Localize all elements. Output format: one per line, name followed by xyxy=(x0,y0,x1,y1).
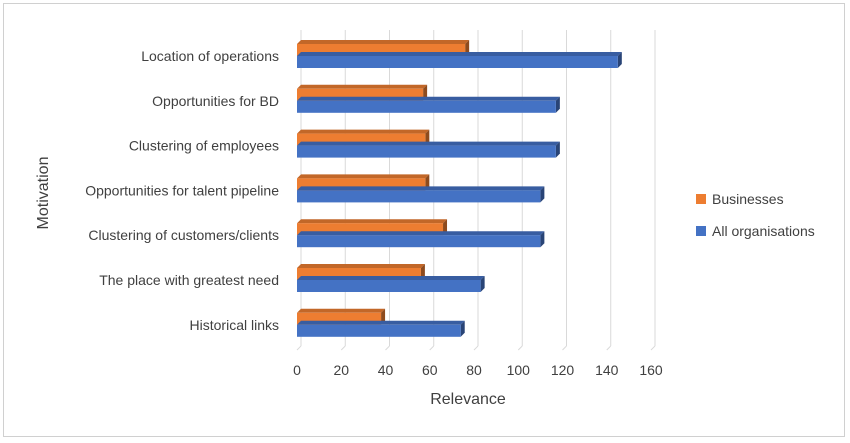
bar-side xyxy=(540,186,545,203)
category-label: Opportunities for talent pipeline xyxy=(85,182,279,198)
tick-label: 20 xyxy=(333,362,349,378)
bar-top xyxy=(297,174,430,179)
bar-front xyxy=(297,235,541,248)
bars xyxy=(297,40,622,337)
category-label: Location of operations xyxy=(141,48,279,64)
bar-top xyxy=(297,276,485,280)
category-label: Clustering of customers/clients xyxy=(88,227,279,243)
legend: Businesses All organisations xyxy=(696,191,815,239)
legend-item: Businesses xyxy=(696,191,784,207)
bar-front xyxy=(297,280,481,292)
bar-top xyxy=(297,219,448,224)
bar-side xyxy=(555,141,560,158)
category-label: Historical links xyxy=(190,317,279,333)
bar-top xyxy=(297,264,425,268)
y-axis-title: Motivation xyxy=(35,157,52,230)
gridline-depth xyxy=(385,345,390,351)
bar-top xyxy=(297,84,428,89)
bar-top xyxy=(297,40,470,44)
tick-label: 160 xyxy=(639,362,663,378)
bar-all-organisations xyxy=(297,96,560,113)
tick-label: 120 xyxy=(551,362,575,378)
bar-top xyxy=(297,308,386,313)
bar-all-organisations xyxy=(297,52,622,68)
bar-side xyxy=(617,52,622,68)
x-axis-title: Relevance xyxy=(430,391,506,408)
tick-label: 100 xyxy=(507,362,531,378)
bar-front xyxy=(297,100,556,113)
category-labels: Location of operations Opportunities for … xyxy=(85,48,279,333)
gridline-depth xyxy=(650,345,656,351)
tick-label: 80 xyxy=(466,362,482,378)
gridline-depth xyxy=(517,345,523,351)
legend-swatch xyxy=(696,194,706,204)
bar-top xyxy=(297,186,545,191)
bar-top xyxy=(297,320,465,325)
bar-side xyxy=(460,320,465,337)
bar-side xyxy=(555,96,560,113)
gridline-depth xyxy=(340,345,346,351)
bar-front xyxy=(297,145,556,158)
bar-top xyxy=(297,231,545,236)
bar-front xyxy=(297,56,618,68)
tick-label: 40 xyxy=(378,362,394,378)
legend-label: Businesses xyxy=(712,191,784,207)
bar-top xyxy=(297,141,560,146)
bar-top xyxy=(297,96,560,101)
category-label: The place with greatest need xyxy=(99,272,279,288)
legend-label: All organisations xyxy=(712,223,815,239)
tick-labels: 0 20 40 60 80 100 120 140 160 xyxy=(293,362,663,378)
gridline-depth xyxy=(606,345,612,351)
gridline-depth xyxy=(296,345,302,351)
category-label: Opportunities for BD xyxy=(152,93,279,109)
gridline-depth xyxy=(429,345,435,351)
tick-label: 60 xyxy=(422,362,438,378)
legend-item: All organisations xyxy=(696,223,815,239)
bar-all-organisations xyxy=(297,320,465,337)
legend-swatch xyxy=(696,226,706,236)
bar-all-organisations xyxy=(297,141,560,158)
bar-top xyxy=(297,129,430,134)
bar-top xyxy=(297,52,622,56)
gridline-depth xyxy=(562,345,567,351)
category-label: Clustering of employees xyxy=(129,138,279,154)
bar-front xyxy=(297,190,541,203)
gridline-depth xyxy=(473,345,479,351)
bar-front xyxy=(297,324,461,337)
bar-all-organisations xyxy=(297,186,545,203)
bar-all-organisations xyxy=(297,276,485,292)
tick-label: 140 xyxy=(595,362,619,378)
bar-all-organisations xyxy=(297,231,545,248)
bar-side xyxy=(480,276,485,292)
tick-label: 0 xyxy=(293,362,301,378)
bar-side xyxy=(540,231,545,248)
